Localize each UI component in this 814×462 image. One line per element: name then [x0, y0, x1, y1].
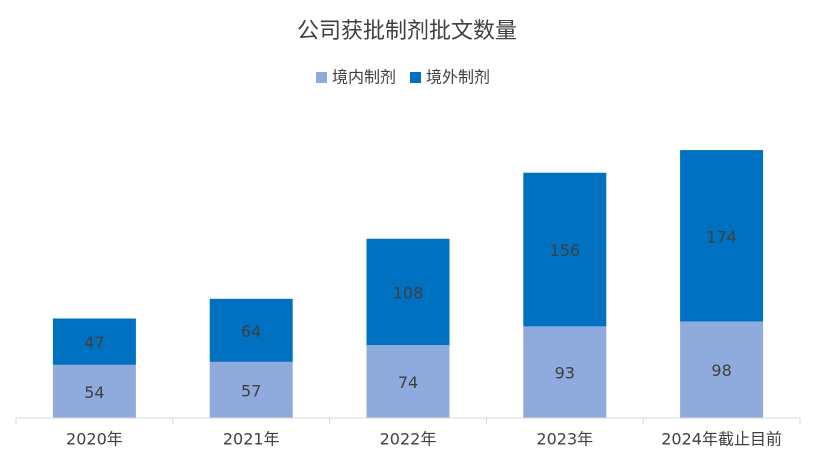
- bar-segment: [209, 361, 293, 418]
- chart-title: 公司获批制剂批文数量: [297, 19, 517, 44]
- data-label: 174: [706, 227, 737, 246]
- bar-segment: [523, 326, 607, 418]
- data-label: 54: [84, 383, 104, 402]
- bar-segment: [52, 318, 136, 365]
- data-label: 64: [241, 322, 261, 341]
- x-tick-label: 2024年截止目前: [661, 430, 782, 449]
- data-label: 156: [550, 241, 581, 260]
- legend-label: 境内制剂: [332, 68, 396, 87]
- data-label: 57: [241, 381, 261, 400]
- legend-swatch: [316, 72, 327, 83]
- bar-segment: [680, 150, 764, 322]
- bar-segment: [366, 345, 450, 418]
- x-tick-label: 2023年: [536, 430, 593, 449]
- data-label: 98: [711, 361, 731, 380]
- x-tick-label: 2022年: [380, 430, 437, 449]
- data-label: 108: [393, 283, 424, 302]
- data-label: 93: [555, 364, 575, 383]
- bar-segment: [366, 238, 450, 346]
- bar-segment: [209, 298, 293, 362]
- x-tick-label: 2021年: [223, 430, 280, 449]
- legend-label: 境外制剂: [426, 68, 490, 87]
- data-label: 47: [84, 333, 104, 352]
- bar-segment: [523, 172, 607, 327]
- legend-swatch: [410, 72, 422, 83]
- data-label: 74: [398, 373, 418, 392]
- bar-segment: [52, 364, 136, 418]
- x-tick-label: 2020年: [66, 430, 123, 449]
- bar-segment: [680, 321, 764, 418]
